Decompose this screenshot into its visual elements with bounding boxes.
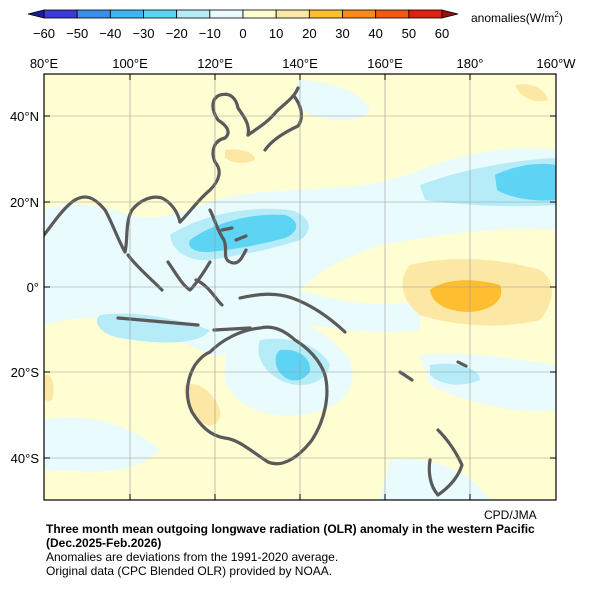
anomaly-light-orange-indian xyxy=(44,374,54,402)
anomaly-light-blue-north xyxy=(294,80,370,120)
anomaly-light-orange-west-australia xyxy=(184,384,221,426)
coast-philippines xyxy=(208,208,248,265)
anomaly-sky-blue-coral xyxy=(430,363,480,385)
units-exponent: 2 xyxy=(554,10,559,19)
lon-label: 80°E xyxy=(30,56,59,71)
lon-label: 160°W xyxy=(536,56,576,71)
lat-label: 20°N xyxy=(10,195,39,210)
lat-label: 20°S xyxy=(11,365,40,380)
colorbar-tick-label: 50 xyxy=(402,26,416,41)
colorbar-ticks: −60 −50 −40 −30 −20 −10 0 10 20 30 40 50 60 xyxy=(33,26,449,41)
colorbar-tick-label: 10 xyxy=(269,26,283,41)
lon-label: 100°E xyxy=(112,56,148,71)
colorbar-tick-label: −10 xyxy=(199,26,221,41)
lat-label: 40°S xyxy=(11,451,40,466)
longitude-labels: 80°E 100°E 120°E 140°E 160°E 180° 160°W xyxy=(30,56,576,71)
colorbar-units: anomalies(W/m2) xyxy=(471,10,563,25)
lon-label: 120°E xyxy=(197,56,233,71)
colorbar-tick-label: −30 xyxy=(132,26,154,41)
colorbar-high-arrow xyxy=(441,9,459,19)
colorbar-tick-label: −20 xyxy=(166,26,188,41)
colorbar-tick-label: 60 xyxy=(435,26,449,41)
anomaly-mid-blue-northeast xyxy=(495,163,556,201)
coast-china xyxy=(178,92,251,224)
anomaly-sky-blue-indian xyxy=(96,313,210,343)
caption-note-source: Original data (CPC Blended OLR) provided… xyxy=(46,564,333,578)
colorbar-tick-label: 40 xyxy=(368,26,382,41)
colorbar-tick-label: −40 xyxy=(99,26,121,41)
coast-indonesia xyxy=(116,292,347,334)
units-close: ) xyxy=(558,11,563,25)
colorbar-tick-label: −50 xyxy=(66,26,88,41)
latitude-labels: 40°N 20°N 0° 20°S 40°S xyxy=(10,109,39,466)
anomaly-orange-core xyxy=(430,280,502,312)
olr-anomaly-map: 80°E 100°E 120°E 140°E 160°E 180° 160°W … xyxy=(10,56,576,501)
anomaly-light-blue-tasman xyxy=(380,459,490,500)
colorbar-tick-label: 30 xyxy=(335,26,349,41)
caption-period: (Dec.2025-Feb.2026) xyxy=(46,536,162,550)
anomaly-mid-blue-australia xyxy=(275,349,311,381)
anomaly-mid-blue-philippines xyxy=(189,214,297,253)
colorbar-tick-label: 0 xyxy=(239,26,246,41)
caption-title: Three month mean outgoing longwave radia… xyxy=(46,522,535,536)
lat-label: 0° xyxy=(27,280,39,295)
coast-islands xyxy=(398,360,468,382)
coast-japan xyxy=(246,86,303,152)
gridlines xyxy=(44,74,556,500)
colorbar-low-arrow xyxy=(27,9,45,19)
caption-note-baseline: Anomalies are deviations from the 1991-2… xyxy=(46,550,339,564)
anomaly-light-orange-north-pacific xyxy=(515,84,548,102)
colorbar-boxes xyxy=(27,9,459,19)
units-label: anomalies(W/m xyxy=(471,11,555,25)
colorbar: −60 −50 −40 −30 −20 −10 0 10 20 30 40 50 60 xyxy=(27,9,459,41)
colorbar-tick-label: 20 xyxy=(302,26,316,41)
lon-label: 160°E xyxy=(367,56,403,71)
caption: Three month mean outgoing longwave radia… xyxy=(46,522,586,578)
coast-new-zealand xyxy=(427,428,464,497)
lon-label: 180° xyxy=(457,56,484,71)
map-ticks xyxy=(43,74,557,500)
credit-label: CPD/JMA xyxy=(484,508,537,522)
lat-label: 40°N xyxy=(10,109,39,124)
anomaly-light-orange-japan-sea xyxy=(225,149,255,163)
colorbar-tick-label: −60 xyxy=(33,26,55,41)
lon-label: 140°E xyxy=(282,56,318,71)
